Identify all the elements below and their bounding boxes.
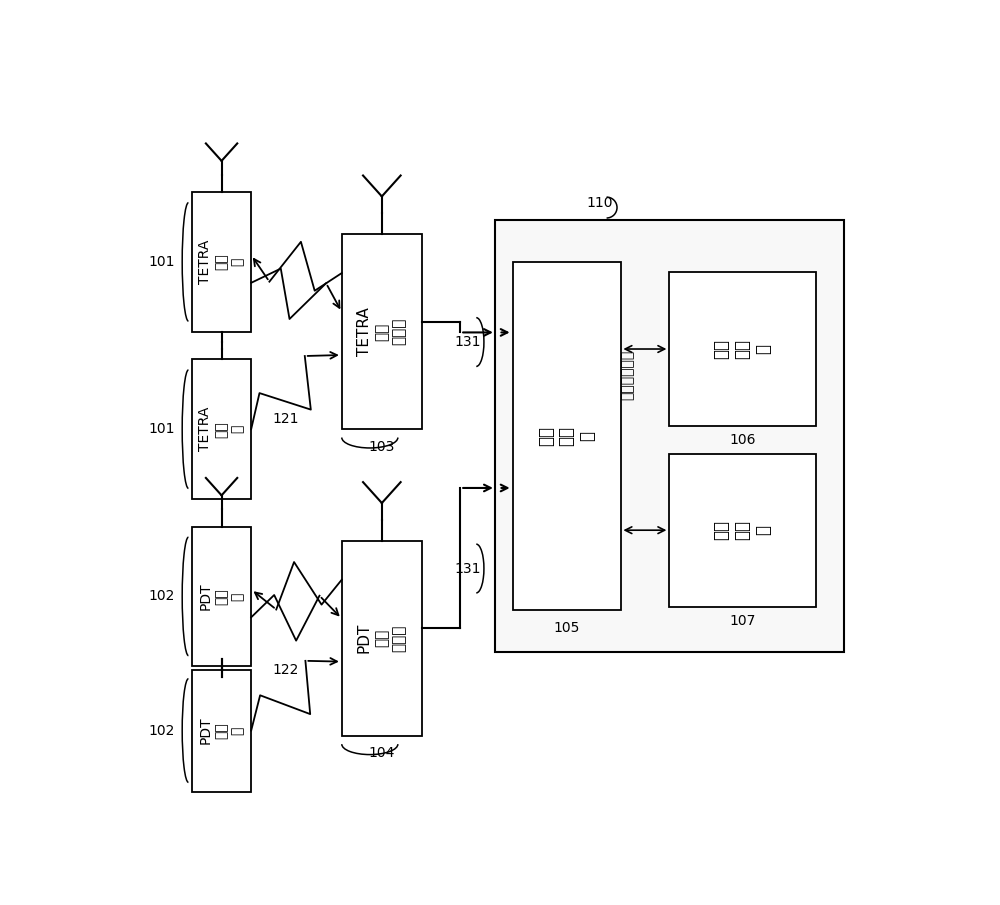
Text: 交换
子系
统: 交换 子系 统 xyxy=(537,426,596,446)
Text: TETRA
基站
子系统: TETRA 基站 子系统 xyxy=(357,307,407,356)
Text: 102: 102 xyxy=(148,723,175,738)
Bar xyxy=(495,220,844,653)
Bar xyxy=(192,670,251,792)
Text: 104: 104 xyxy=(369,747,395,760)
Text: 调度
子系
统: 调度 子系 统 xyxy=(713,520,772,540)
Text: 103: 103 xyxy=(369,440,395,453)
Text: 131: 131 xyxy=(455,561,481,576)
Text: 102: 102 xyxy=(148,589,175,604)
Text: PDT
移动
台: PDT 移动 台 xyxy=(198,717,245,744)
Bar xyxy=(192,192,251,331)
Text: PDT
基站
子系统: PDT 基站 子系统 xyxy=(357,623,407,653)
Bar xyxy=(669,453,816,607)
Text: 交换控制中心: 交换控制中心 xyxy=(620,349,634,400)
Text: TETRA
移动
台: TETRA 移动 台 xyxy=(198,240,245,284)
Text: 网管
子系
统: 网管 子系 统 xyxy=(713,339,772,359)
Text: 121: 121 xyxy=(273,412,299,425)
Bar xyxy=(512,262,621,610)
Bar xyxy=(192,527,251,666)
Text: 110: 110 xyxy=(586,195,613,210)
Text: PDT
移动
台: PDT 移动 台 xyxy=(198,583,245,610)
Text: 105: 105 xyxy=(553,621,580,634)
Text: 101: 101 xyxy=(148,422,175,436)
Text: 131: 131 xyxy=(455,335,481,349)
Text: 122: 122 xyxy=(273,662,299,677)
Bar xyxy=(192,359,251,499)
Bar xyxy=(342,540,422,736)
Text: 107: 107 xyxy=(729,614,756,628)
Text: TETRA
移动
台: TETRA 移动 台 xyxy=(198,407,245,452)
Text: 106: 106 xyxy=(729,433,756,446)
Bar xyxy=(342,234,422,429)
Text: 101: 101 xyxy=(148,255,175,269)
Bar xyxy=(669,272,816,425)
